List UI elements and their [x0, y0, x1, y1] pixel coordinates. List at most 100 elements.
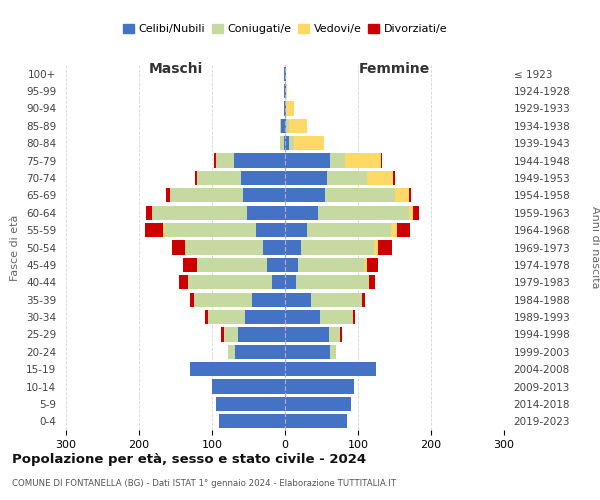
Bar [280, 118, 281, 133]
Bar [298, 258, 364, 272]
Bar [183, 258, 197, 272]
Bar [285, 275, 296, 289]
Bar [345, 154, 382, 168]
Bar [170, 188, 242, 202]
Bar [284, 66, 285, 81]
Bar [194, 292, 252, 307]
Bar [214, 154, 215, 168]
Bar [285, 223, 307, 237]
Bar [289, 136, 295, 150]
Bar [220, 414, 285, 428]
Bar [286, 84, 287, 98]
Bar [285, 154, 330, 168]
Bar [197, 171, 241, 185]
Bar [395, 188, 409, 202]
Bar [367, 258, 379, 272]
Bar [252, 292, 285, 307]
Bar [391, 223, 397, 237]
Text: COMUNE DI FONTANELLA (BG) - Dati ISTAT 1° gennaio 2024 - Elaborazione TUTTITALIA: COMUNE DI FONTANELLA (BG) - Dati ISTAT 1… [12, 479, 396, 488]
Bar [284, 136, 285, 150]
Bar [374, 240, 378, 254]
Y-axis label: Fasce di età: Fasce di età [10, 214, 20, 280]
Bar [234, 154, 285, 168]
Bar [238, 328, 285, 342]
Bar [285, 414, 347, 428]
Bar [330, 154, 345, 168]
Bar [285, 102, 286, 116]
Bar [318, 206, 409, 220]
Bar [205, 310, 208, 324]
Text: Maschi: Maschi [148, 62, 203, 76]
Bar [285, 397, 350, 411]
Bar [185, 240, 187, 254]
Bar [325, 188, 395, 202]
Bar [328, 171, 367, 185]
Bar [289, 118, 307, 133]
Bar [241, 171, 285, 185]
Bar [362, 292, 365, 307]
Bar [215, 154, 234, 168]
Bar [329, 328, 340, 342]
Bar [172, 240, 185, 254]
Bar [212, 380, 285, 394]
Bar [301, 240, 374, 254]
Bar [256, 223, 285, 237]
Bar [179, 275, 188, 289]
Text: Popolazione per età, sesso e stato civile - 2024: Popolazione per età, sesso e stato civil… [12, 452, 366, 466]
Bar [364, 258, 367, 272]
Bar [285, 66, 286, 81]
Bar [409, 206, 413, 220]
Bar [320, 310, 353, 324]
Bar [187, 240, 263, 254]
Bar [285, 362, 376, 376]
Bar [397, 223, 410, 237]
Bar [163, 223, 164, 237]
Text: Femmine: Femmine [359, 62, 430, 76]
Bar [285, 240, 301, 254]
Bar [146, 206, 152, 220]
Bar [286, 102, 295, 116]
Bar [285, 171, 328, 185]
Bar [224, 328, 238, 342]
Bar [285, 84, 286, 98]
Bar [285, 344, 330, 359]
Bar [166, 188, 170, 202]
Bar [285, 310, 320, 324]
Bar [330, 344, 336, 359]
Bar [208, 310, 245, 324]
Bar [215, 397, 285, 411]
Bar [285, 206, 318, 220]
Bar [340, 328, 342, 342]
Bar [285, 292, 311, 307]
Bar [281, 118, 285, 133]
Bar [195, 171, 197, 185]
Bar [286, 118, 289, 133]
Bar [267, 258, 285, 272]
Bar [295, 136, 323, 150]
Bar [284, 84, 285, 98]
Bar [367, 171, 393, 185]
Bar [190, 292, 194, 307]
Legend: Celibi/Nubili, Coniugati/e, Vedovi/e, Divorziati/e: Celibi/Nubili, Coniugati/e, Vedovi/e, Di… [118, 20, 452, 39]
Bar [145, 223, 163, 237]
Bar [353, 310, 355, 324]
Bar [307, 223, 391, 237]
Bar [369, 275, 375, 289]
Bar [242, 188, 285, 202]
Bar [235, 344, 285, 359]
Bar [285, 118, 286, 133]
Bar [245, 310, 285, 324]
Bar [285, 328, 329, 342]
Bar [285, 136, 289, 150]
Bar [164, 223, 256, 237]
Bar [285, 380, 355, 394]
Bar [285, 258, 298, 272]
Bar [413, 206, 419, 220]
Bar [221, 328, 224, 342]
Bar [378, 240, 392, 254]
Bar [190, 362, 285, 376]
Bar [247, 206, 285, 220]
Bar [409, 188, 411, 202]
Bar [228, 344, 235, 359]
Y-axis label: Anni di nascita: Anni di nascita [590, 206, 600, 289]
